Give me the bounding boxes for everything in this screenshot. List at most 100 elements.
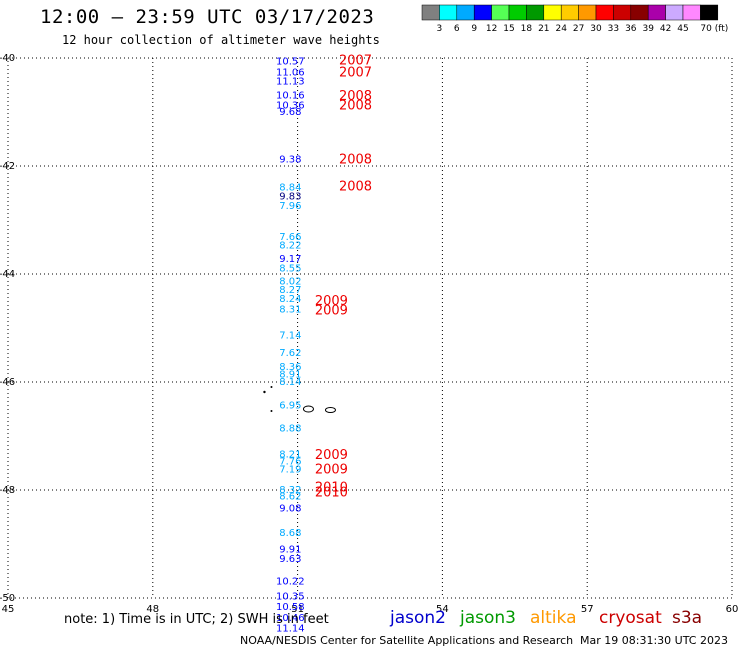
sat-jason2: jason2 (390, 608, 446, 628)
colorbar-label: 27 (573, 24, 584, 34)
colorbar-label: 18 (521, 24, 533, 34)
swh-label: 7.66 (279, 232, 301, 243)
swh-label: 8.14 (279, 377, 301, 388)
colorbar-label: 70 (ft) (700, 24, 728, 34)
colorbar-swatch (526, 4, 545, 21)
swh-label: 9.38 (279, 154, 301, 165)
swh-label: 10.16 (276, 91, 305, 102)
time-label: 2009 (315, 448, 348, 463)
colorbar-swatch (491, 4, 510, 21)
y-tick-label: -42 (0, 161, 15, 172)
swh-label: 8.21 (279, 449, 301, 460)
y-tick-label: -46 (0, 377, 15, 388)
swh-label: 9.08 (279, 503, 301, 514)
colorbar-swatch (508, 4, 527, 21)
swh-label: 8.24 (279, 294, 301, 305)
y-tick-label: -44 (0, 269, 15, 280)
swh-label: 10.58 (276, 602, 305, 613)
colorbar-label: 15 (503, 24, 514, 34)
swh-label: 10.46 (276, 613, 305, 624)
time-label: 2009 (315, 294, 348, 309)
colorbar-label: 30 (590, 24, 602, 34)
swh-label: 8.55 (279, 264, 301, 275)
swh-label: 8.62 (279, 491, 301, 502)
swh-label: 6.95 (279, 401, 301, 412)
colorbar-label: 9 (471, 24, 477, 34)
colorbar-swatch (700, 4, 719, 21)
x-tick-label: 45 (2, 604, 15, 615)
colorbar-swatch (595, 4, 614, 21)
colorbar-swatch (630, 4, 649, 21)
sat-cryosat: cryosat (599, 608, 662, 628)
island-outline (302, 405, 314, 413)
time-label: 2009 (315, 462, 348, 477)
colorbar-label: 45 (677, 24, 688, 34)
time-label: 2008 (339, 180, 372, 195)
swh-label: 8.22 (279, 240, 301, 251)
colorbar-swatch (647, 4, 666, 21)
colorbar-swatch (543, 4, 562, 21)
swh-label: 8.36 (279, 362, 301, 373)
sat-jason3: jason3 (460, 608, 516, 628)
island-dot (270, 386, 273, 388)
island-dot (270, 410, 273, 412)
colorbar-swatch (439, 4, 458, 21)
swh-label: 10.36 (276, 100, 305, 111)
colorbar-swatch (682, 4, 701, 21)
colorbar-label: 3 (437, 24, 443, 34)
colorbar-label: 39 (642, 24, 654, 34)
colorbar-label: 42 (660, 24, 671, 34)
chart-title: 12:00 – 23:59 UTC 03/17/2023 (40, 6, 375, 28)
time-label: 2007 (339, 54, 372, 69)
colorbar-label: 33 (608, 24, 619, 34)
swh-label: 7.62 (279, 348, 301, 359)
time-label: 2009 (315, 304, 348, 319)
sat-altika: altika (530, 608, 577, 628)
generated-timestamp: Mar 19 08:31:30 UTC 2023 (580, 634, 728, 647)
x-tick-label: 57 (581, 604, 594, 615)
y-tick-label: -50 (0, 593, 15, 604)
swh-label: 9.17 (279, 254, 301, 265)
time-label: 2008 (339, 99, 372, 114)
credit-line: NOAA/NESDIS Center for Satellite Applica… (240, 634, 574, 647)
swh-label: 8.88 (279, 423, 301, 434)
swh-label: 9.68 (279, 107, 301, 118)
y-tick-label: -48 (0, 485, 15, 496)
swh-label: 9.63 (279, 554, 301, 565)
colorbar-swatch (560, 4, 579, 21)
swh-label: 7.14 (279, 330, 301, 341)
colorbar-label: 6 (454, 24, 460, 34)
swh-label: 7.76 (279, 456, 301, 467)
swh-label: 10.57 (276, 57, 305, 68)
colorbar-label: 24 (555, 24, 567, 34)
x-tick-label: 48 (146, 604, 159, 615)
time-label: 2010 (315, 486, 348, 501)
colorbar-label: 21 (538, 24, 549, 34)
swh-label: 7.19 (279, 464, 301, 475)
island-dot (263, 390, 266, 394)
sat-s3a: s3a (672, 608, 703, 628)
colorbar-swatch (665, 4, 684, 21)
swh-label: 8.84 (279, 183, 301, 194)
swh-label: 8.32 (279, 485, 301, 496)
time-label: 2008 (339, 89, 372, 104)
swh-label: 11.06 (276, 68, 305, 79)
footnote: note: 1) Time is in UTC; 2) SWH is in fe… (64, 612, 329, 627)
chart-subtitle: 12 hour collection of altimeter wave hei… (62, 33, 380, 47)
swh-label: 10.22 (276, 577, 305, 588)
time-label: 2010 (315, 480, 348, 495)
colorbar-swatch (613, 4, 632, 21)
colorbar-swatch (578, 4, 597, 21)
swh-label: 8.68 (279, 528, 301, 539)
colorbar-swatch (421, 4, 440, 21)
colorbar-swatch (456, 4, 475, 21)
swh-label: 9.91 (279, 544, 301, 555)
colorbar-swatch (473, 4, 492, 21)
colorbar-label: 36 (625, 24, 637, 34)
x-tick-label: 51 (291, 604, 304, 615)
y-tick-label: -40 (0, 53, 15, 64)
swh-label: 8.31 (279, 305, 301, 316)
time-label: 2008 (339, 153, 372, 168)
time-label: 2007 (339, 66, 372, 81)
swh-label: 7.96 (279, 201, 301, 212)
